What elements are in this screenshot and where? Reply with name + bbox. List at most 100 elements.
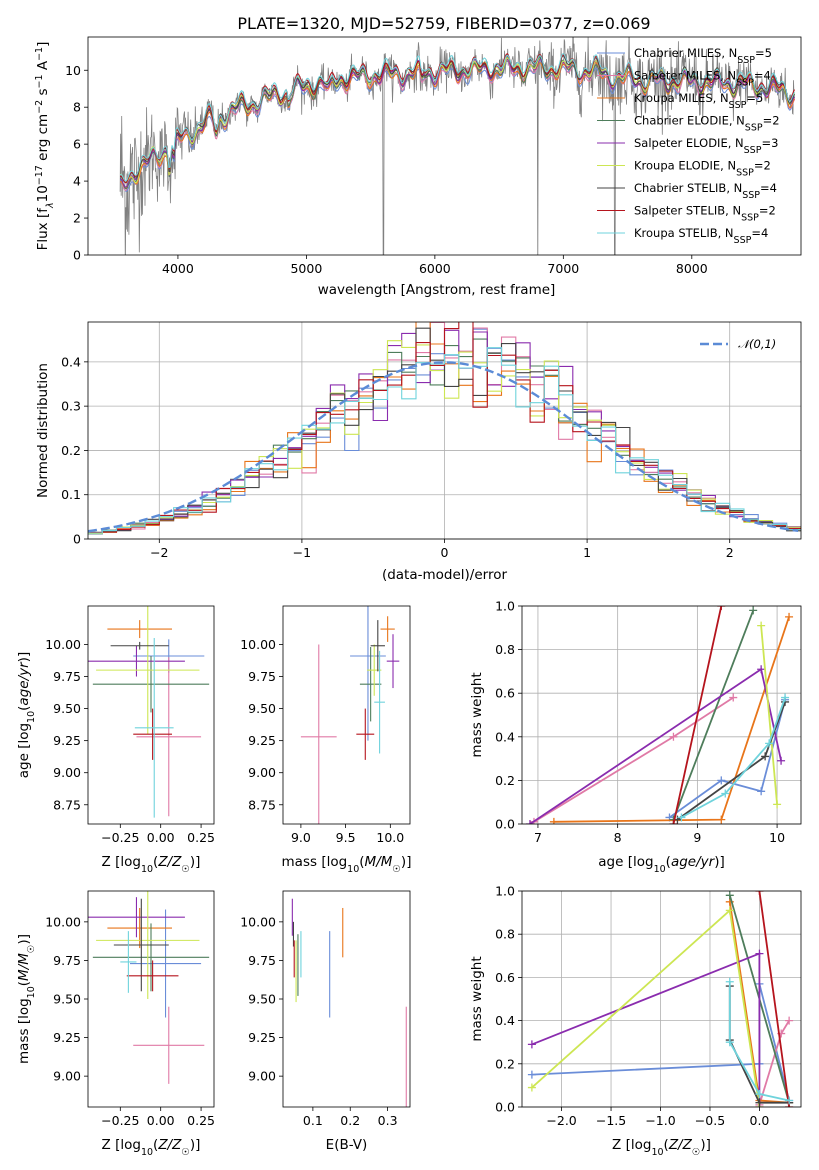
y-tick-label: 0.8 — [495, 927, 515, 942]
weight-line — [680, 697, 786, 819]
label-part: )] — [401, 854, 412, 870]
label-part: )] — [700, 1137, 711, 1153]
y-tick-label: 0.0 — [495, 817, 515, 832]
legend-entry: Chabrier STELIB, NSSP=4 — [634, 181, 777, 201]
x-tick-label: 0.25 — [187, 830, 215, 845]
x-tick-label: −1.5 — [596, 1113, 626, 1128]
x-tick-label: 0.0 — [750, 1113, 770, 1128]
weight-marker — [725, 891, 734, 900]
label-part: Salpeter MILES, N — [634, 69, 736, 83]
x-tick-label: −0.5 — [695, 1113, 725, 1128]
weight-marker — [785, 1016, 794, 1025]
weight-marker — [755, 1098, 764, 1107]
x-axis-label: E(B-V) — [326, 1137, 368, 1153]
y-tick-label: 0.6 — [495, 970, 515, 985]
weight-marker — [677, 813, 686, 822]
label-part: SSP — [729, 100, 747, 111]
label-part: =5 — [746, 91, 763, 105]
x-tick-label: 5000 — [290, 261, 322, 276]
weight-marker — [669, 732, 678, 741]
y-tick-label: 9.00 — [248, 1069, 276, 1084]
weight-marker — [765, 739, 774, 748]
label-part: M/M — [365, 854, 393, 870]
y-tick-label: 9.25 — [53, 733, 81, 748]
label-part: )] — [714, 854, 725, 870]
weight-marker — [527, 1083, 536, 1092]
weight-marker — [749, 606, 758, 615]
label-part: −2 — [34, 100, 45, 114]
y-tick-label: 9.25 — [53, 1030, 81, 1045]
label-part: Z [log — [102, 854, 141, 870]
y-tick-label: 10 — [65, 63, 81, 78]
weight-marker — [525, 820, 534, 824]
weight-marker — [757, 787, 766, 796]
model-spectrum-line — [119, 52, 796, 182]
y-tick-label: 9.50 — [53, 701, 81, 716]
weight-marker — [757, 665, 766, 674]
label-part: SSP — [742, 190, 760, 201]
y-tick-label: 9.50 — [248, 992, 276, 1007]
plot-area-weight_vs_Z — [527, 891, 794, 1107]
y-tick-label: 0.4 — [495, 1013, 515, 1028]
label-part: ] — [35, 42, 51, 47]
x-axis-label: (data-model)/error — [382, 567, 508, 583]
label-part: =2 — [754, 159, 771, 173]
label-part: SSP — [736, 77, 754, 88]
y-tick-label: 0.2 — [495, 1056, 515, 1071]
label-part: ( — [16, 981, 32, 986]
weight-marker — [755, 1090, 764, 1099]
y-tick-label: 0.3 — [61, 399, 81, 414]
y-tick-label: 9.50 — [53, 992, 81, 1007]
label-part: Z/Z — [157, 1137, 182, 1153]
x-tick-label: 9 — [693, 830, 701, 845]
x-axis-label: Z [log10(Z/Z☉)] — [102, 1137, 201, 1158]
weight-marker — [755, 891, 764, 895]
label-part: Kroupa ELODIE, N — [634, 159, 736, 173]
y-tick-label: 8.75 — [248, 797, 276, 812]
x-tick-label: 10.0 — [376, 830, 404, 845]
label-part: =2 — [763, 114, 780, 128]
label-part: M/M — [16, 953, 32, 981]
label-part: ( — [664, 1137, 669, 1153]
axes-frame — [87, 890, 215, 1108]
y-tick-label: 0 — [73, 532, 81, 547]
legend-entry: Salpeter MILES, NSSP=4 — [634, 69, 771, 89]
x-tick-label: −2 — [150, 545, 168, 560]
label-part: =5 — [755, 46, 772, 60]
label-part: Salpeter ELODIE, N — [634, 136, 744, 150]
legend-entry: Chabrier MILES, NSSP=5 — [634, 46, 772, 66]
axes-frame — [521, 890, 802, 1108]
legend-entry: 𝒩(0,1) — [738, 337, 776, 351]
y-axis-label: mass [log10(M/M☉)] — [16, 934, 37, 1064]
weight-marker — [761, 752, 770, 761]
label-part: ( — [153, 1137, 158, 1153]
weight-line — [758, 891, 790, 1107]
label-part: 10 — [141, 1147, 153, 1158]
legend-entry: Kroupa MILES, NSSP=5 — [634, 91, 763, 111]
histogram-step — [88, 327, 801, 533]
label-part: mass [log — [282, 854, 348, 870]
y-tick-label: 2 — [73, 211, 81, 226]
plot-area-age_vs_Z — [88, 606, 210, 818]
label-part: 10 — [35, 185, 51, 202]
weight-marker — [717, 606, 726, 610]
y-tick-label: 10.00 — [45, 637, 81, 652]
y-tick-label: 0.4 — [495, 729, 515, 744]
label-part: =4 — [754, 69, 771, 83]
label-part: Salpeter STELIB, N — [634, 204, 741, 218]
label-part: Kroupa MILES, N — [634, 91, 729, 105]
y-tick-label: 0.2 — [61, 443, 81, 458]
x-tick-label: 10 — [769, 830, 785, 845]
label-part: )] — [190, 1137, 201, 1153]
y-tick-label: 10.00 — [240, 637, 276, 652]
label-part: 10 — [654, 864, 666, 875]
weight-marker — [725, 1038, 734, 1047]
model-spectrum-line — [119, 58, 796, 191]
label-part: A — [35, 60, 51, 74]
label-part: 10 — [347, 864, 359, 875]
weight-marker — [781, 693, 790, 702]
label-part: SSP — [736, 167, 754, 178]
label-part: age [log — [598, 854, 653, 870]
x-axis-label: Z [log10(Z/Z☉)] — [102, 854, 201, 875]
label-part: Chabrier STELIB, N — [634, 181, 742, 195]
